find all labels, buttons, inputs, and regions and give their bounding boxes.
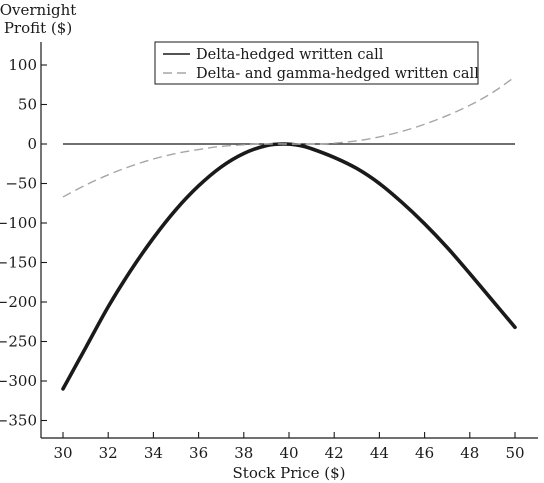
- y-axis-title-line-1: Overnight: [0, 1, 76, 19]
- y-axis-title-line-2: Profit ($): [4, 19, 72, 37]
- x-tick-label: 50: [505, 444, 524, 462]
- x-axis-title: Stock Price ($): [233, 464, 346, 482]
- x-tick-label: 38: [234, 444, 253, 462]
- y-tick-label: 100: [8, 56, 37, 74]
- x-tick-label: 42: [325, 444, 344, 462]
- y-tick-label: −50: [5, 175, 37, 193]
- x-tick-label: 44: [370, 444, 389, 462]
- legend-label-delta-gamma-hedged: Delta- and gamma-hedged written call: [196, 66, 479, 82]
- legend: Delta-hedged written call Delta- and gam…: [154, 41, 479, 85]
- y-tick-label: 50: [18, 96, 37, 114]
- y-tick-label: −200: [0, 293, 37, 311]
- y-tick-label: −250: [0, 333, 37, 351]
- x-tick-label: 40: [279, 444, 298, 462]
- x-tick-label: 48: [460, 444, 479, 462]
- series-line-delta-hedged: [61, 142, 517, 391]
- y-tick-label: −150: [0, 254, 37, 272]
- x-axis-ticks: 30 32 34 36 38 40 42 44 46 48 50: [53, 432, 525, 462]
- x-tick-label: 46: [415, 444, 434, 462]
- y-tick-label: −350: [0, 412, 37, 430]
- x-tick-label: 34: [144, 444, 163, 462]
- x-tick-label: 36: [189, 444, 208, 462]
- series-line-delta-gamma-hedged: [62, 76, 516, 198]
- y-tick-label: 0: [27, 135, 37, 153]
- legend-box: [154, 41, 479, 85]
- y-axis-ticks: 100 50 0 −50 −100 −150 −200 −250 −300 −350: [0, 56, 47, 430]
- y-tick-label: −100: [0, 214, 37, 232]
- x-tick-label: 30: [53, 444, 72, 462]
- x-tick-label: 32: [99, 444, 118, 462]
- legend-label-delta-hedged: Delta-hedged written call: [196, 47, 384, 63]
- y-tick-label: −300: [0, 372, 37, 390]
